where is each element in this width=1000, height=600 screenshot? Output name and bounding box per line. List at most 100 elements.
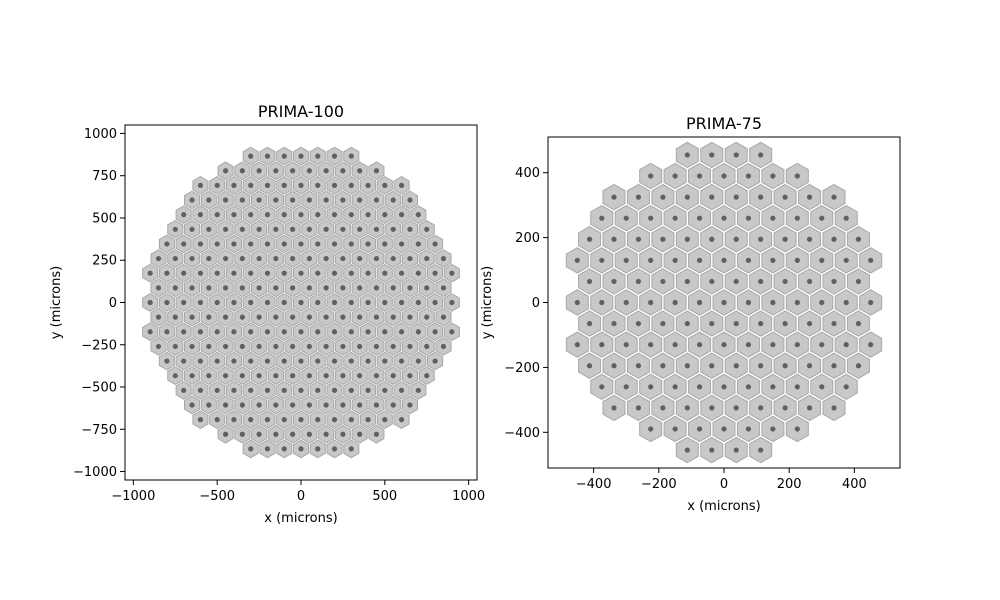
x-axis-ticks: −400 −200 0 200 400 xyxy=(576,468,867,492)
pixel-electrode xyxy=(599,215,605,221)
pixel-electrode xyxy=(147,299,153,306)
pixel-electrode xyxy=(365,417,371,423)
pixel-electrode xyxy=(348,417,354,423)
pixel-electrode xyxy=(206,402,212,408)
pixel-electrode xyxy=(782,236,788,242)
pixel-electrode xyxy=(660,320,666,327)
pixel-electrode xyxy=(586,320,593,327)
y-axis-label: y (microns) xyxy=(49,266,64,339)
pixel-electrode xyxy=(449,299,455,306)
pixel-electrode xyxy=(214,358,220,364)
pixel-electrode xyxy=(189,402,195,408)
y-tick-label: −1000 xyxy=(73,465,117,480)
pixel-electrode xyxy=(248,153,254,159)
pixel-electrode xyxy=(181,241,187,247)
pixel-electrode xyxy=(281,241,287,247)
pixel-electrode xyxy=(599,299,605,306)
pixel-electrode xyxy=(684,363,690,369)
pixel-electrode xyxy=(189,343,195,350)
pixel-electrode xyxy=(189,373,195,379)
pixel-electrode xyxy=(407,314,413,320)
pixel-electrode xyxy=(758,320,764,327)
pixel-electrode xyxy=(239,373,245,379)
pixel-electrode xyxy=(794,257,800,263)
pixel-electrode xyxy=(831,278,837,285)
pixel-electrode xyxy=(398,387,405,393)
pixel-electrode xyxy=(281,387,287,393)
pixel-electrode xyxy=(290,285,296,291)
pixel-electrode xyxy=(806,363,813,369)
pixel-electrode xyxy=(298,241,304,247)
pixel-electrode xyxy=(648,299,654,306)
x-axis-label: x (microns) xyxy=(687,499,760,514)
pixel-electrode xyxy=(733,447,739,453)
pixel-electrode xyxy=(340,431,346,437)
pixel-electrode xyxy=(365,212,371,218)
pixel-electrode xyxy=(331,212,338,218)
pixel-electrode xyxy=(672,299,678,306)
pixel-electrode xyxy=(648,215,654,221)
pixel-electrode xyxy=(721,426,727,432)
pixel-electrode xyxy=(164,358,170,364)
pixel-electrode xyxy=(197,241,204,247)
pixel-electrode xyxy=(197,212,204,218)
pixel-electrode xyxy=(696,215,703,221)
pixel-electrode xyxy=(206,197,212,203)
pixel-electrode xyxy=(290,197,296,203)
pixel-electrode xyxy=(660,194,666,200)
pixel-electrode xyxy=(155,285,162,291)
pixel-electrode xyxy=(147,329,153,335)
pixel-electrode xyxy=(709,278,715,285)
pixel-electrode xyxy=(794,173,800,179)
pixel-electrode xyxy=(298,299,304,306)
y-tick-label: 1000 xyxy=(84,127,117,142)
y-tick-label: −750 xyxy=(81,423,117,438)
pixel-electrode xyxy=(611,278,617,285)
pixel-electrode xyxy=(733,320,739,327)
pixel-electrode xyxy=(672,257,678,263)
pixel-electrode xyxy=(306,285,312,291)
pixel-electrode xyxy=(574,299,580,306)
pixel-electrode xyxy=(806,405,813,411)
pixel-electrode xyxy=(248,241,254,247)
pixel-electrode xyxy=(273,373,279,379)
pixel-electrode xyxy=(407,402,413,408)
pixel-electrode xyxy=(256,255,262,262)
pixel-electrode xyxy=(635,405,642,411)
pixel-electrode xyxy=(357,285,363,291)
pixel-electrode xyxy=(214,387,220,393)
pixel-electrode xyxy=(256,314,262,320)
pixel-electrode xyxy=(623,299,629,306)
pixel-electrode xyxy=(831,194,837,200)
pixel-electrode xyxy=(189,255,195,262)
pixel-electrode xyxy=(281,153,287,159)
pixel-electrode xyxy=(868,299,874,306)
pixel-electrode xyxy=(264,212,271,218)
pixel-electrode xyxy=(599,257,605,263)
pixel-electrode xyxy=(611,194,617,200)
pixel-electrode xyxy=(264,270,271,276)
pixel-electrode xyxy=(298,358,304,364)
pixel-electrode xyxy=(222,431,229,437)
pixel-electrode xyxy=(660,405,666,411)
pixel-electrode xyxy=(398,212,405,218)
pixel-electrode xyxy=(398,358,405,364)
pixel-electrode xyxy=(407,373,413,379)
pixel-electrode xyxy=(390,226,396,232)
pixel-electrode xyxy=(340,343,346,350)
pixel-electrode xyxy=(440,343,447,350)
pixel-electrode xyxy=(432,270,438,276)
pixel-electrode xyxy=(264,329,271,335)
pixel-electrode xyxy=(660,363,666,369)
pixel-electrode xyxy=(298,182,304,188)
pixel-electrode xyxy=(672,342,678,348)
pixel-electrode xyxy=(390,255,396,262)
pixel-electrode xyxy=(340,255,346,262)
y-tick-label: −250 xyxy=(81,338,117,353)
pixel-electrode xyxy=(281,329,287,335)
pixel-electrode xyxy=(348,153,354,159)
pixel-electrode xyxy=(758,278,764,285)
pixel-electrode xyxy=(315,446,321,452)
pixel-electrode xyxy=(348,182,354,188)
pixel-electrode xyxy=(440,285,447,291)
